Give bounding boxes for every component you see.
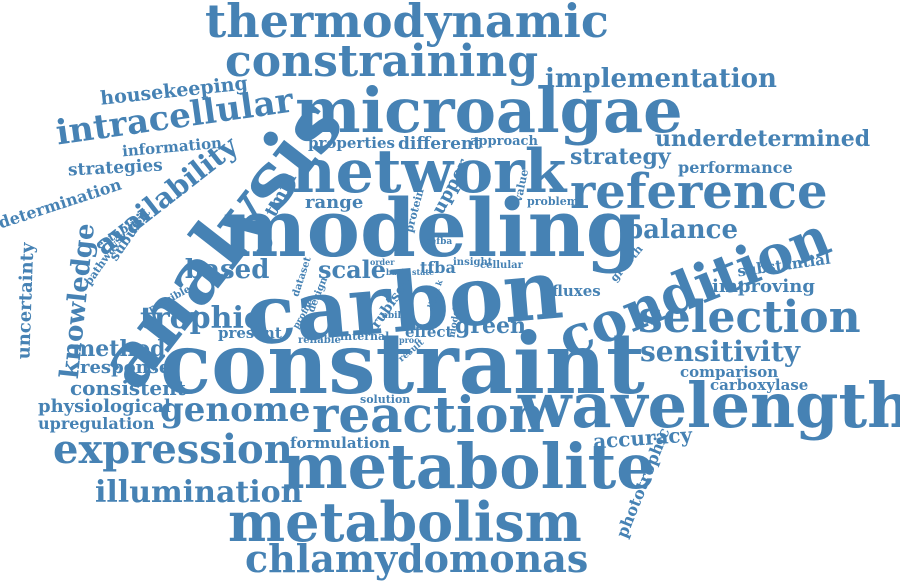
- word-based: based: [185, 255, 270, 285]
- word-constraint: constraint: [160, 314, 645, 413]
- word-solution: solution: [360, 393, 411, 406]
- word-approach: approach: [470, 134, 538, 149]
- word-different: different: [398, 134, 482, 154]
- word-underdetermined: underdetermined: [655, 126, 871, 152]
- word-constraining: constraining: [225, 36, 539, 87]
- word-problem: problem: [527, 195, 579, 208]
- word-present: present: [218, 324, 282, 342]
- word-internal: internal: [340, 330, 390, 343]
- word-thermodynamic: thermodynamic: [205, 0, 609, 48]
- word-range: range: [305, 192, 364, 213]
- word-proc: proc: [399, 335, 420, 345]
- word-reaction: reaction: [312, 385, 545, 444]
- word-network: network: [292, 137, 567, 207]
- word-method: method: [72, 336, 166, 362]
- word-trophic: trophic: [140, 301, 263, 336]
- word-tfba: tfba: [420, 258, 456, 277]
- word-illumination: illumination: [95, 475, 303, 510]
- word-metabolism: metabolism: [228, 490, 582, 554]
- word-implementation: implementation: [545, 64, 777, 94]
- word-comparison: comparison: [680, 363, 779, 381]
- word-response: response: [80, 357, 171, 378]
- word-carboxylase: carboxylase: [710, 376, 809, 394]
- word-fluxes: fluxes: [552, 282, 601, 300]
- word-effect: effect: [405, 323, 453, 341]
- word-selection: selection: [638, 292, 861, 343]
- word-microalgae: microalgae: [295, 74, 683, 147]
- word-scale: scale: [318, 255, 387, 284]
- word-strategy: strategy: [570, 144, 671, 170]
- word-performance: performance: [678, 158, 793, 177]
- word-uncertainty: uncertainty: [13, 242, 39, 360]
- word-cefba: cefba: [425, 237, 453, 247]
- word-modeling: modeling: [222, 181, 642, 275]
- word-consistent: consistent: [70, 376, 186, 400]
- word-balance: balance: [625, 215, 739, 245]
- word-ability: ability: [382, 311, 414, 321]
- word-genome: genome: [160, 390, 311, 430]
- word-cellular: cellular: [480, 260, 523, 271]
- word-chlamydomonas: chlamydomonas: [245, 536, 589, 581]
- word-wavelength: wavelength: [518, 369, 900, 442]
- word-reliable: reliable: [298, 335, 341, 346]
- word-improving: improving: [712, 276, 815, 297]
- word-green: green: [455, 313, 526, 339]
- word-properties: properties: [308, 134, 395, 152]
- word-physiological: physiological: [38, 396, 171, 417]
- word-order: order: [370, 257, 395, 267]
- word-reference: reference: [570, 164, 828, 220]
- word-metabolite: metabolite: [282, 430, 656, 503]
- word-insight: insight: [453, 257, 493, 268]
- word-expression: expression: [53, 426, 293, 473]
- word-formulation: formulation: [290, 434, 391, 452]
- word-basic-state: basic state: [386, 267, 435, 277]
- word-sensitivity: sensitivity: [640, 335, 801, 368]
- word-upregulation: upregulation: [38, 414, 155, 433]
